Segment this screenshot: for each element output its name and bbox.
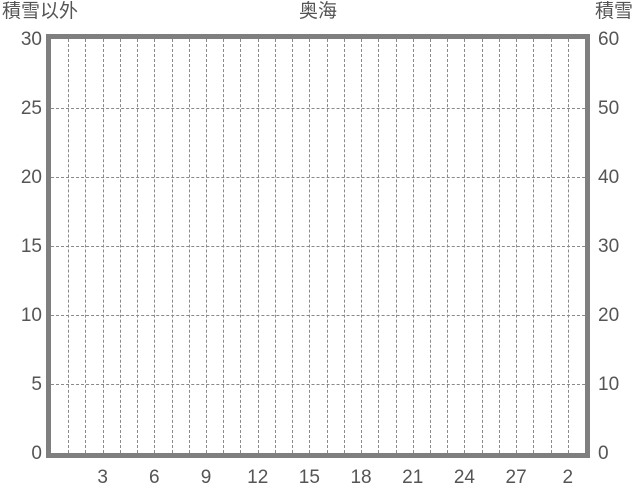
x-axis-tick-label: 21 <box>402 467 424 488</box>
horizontal-gridline <box>51 315 585 316</box>
left-axis-tick-label: 20 <box>20 167 42 188</box>
horizontal-gridline <box>51 384 585 385</box>
horizontal-gridline <box>51 177 585 178</box>
left-axis-title: 積雪以外 <box>2 1 79 22</box>
right-axis-tick-label: 10 <box>598 374 620 395</box>
horizontal-gridline <box>51 108 585 109</box>
left-axis-tick-label: 10 <box>20 305 42 326</box>
horizontal-gridline <box>51 246 585 247</box>
left-axis-tick-label: 0 <box>31 443 42 464</box>
right-axis-tick-label: 50 <box>598 98 620 119</box>
plot-area <box>51 39 585 453</box>
right-axis-tick-label: 20 <box>598 305 620 326</box>
right-axis-tick-label: 0 <box>598 443 609 464</box>
x-axis-tick-label: 9 <box>200 467 212 488</box>
x-axis-tick-label: 27 <box>505 467 527 488</box>
left-axis-tick-label: 5 <box>31 374 42 395</box>
right-axis-tick-label: 30 <box>598 236 620 257</box>
left-axis-tick-label: 15 <box>20 236 42 257</box>
x-axis-tick-label: 15 <box>298 467 320 488</box>
x-axis-tick-label: 18 <box>350 467 372 488</box>
left-axis-tick-label: 25 <box>20 98 42 119</box>
chart-title: 奥海 <box>298 1 337 22</box>
x-axis-tick-label: 2 <box>562 467 574 488</box>
right-axis-tick-label: 60 <box>598 29 620 50</box>
x-axis-tick-label: 12 <box>247 467 269 488</box>
x-axis-tick-label: 3 <box>97 467 108 488</box>
right-axis-title: 積雪 <box>594 1 633 22</box>
x-axis-tick-label: 24 <box>453 467 475 488</box>
x-axis-tick-label: 6 <box>149 467 160 488</box>
left-axis-tick-label: 30 <box>20 29 42 50</box>
right-axis-tick-label: 40 <box>598 167 620 188</box>
plot-frame <box>46 34 590 458</box>
